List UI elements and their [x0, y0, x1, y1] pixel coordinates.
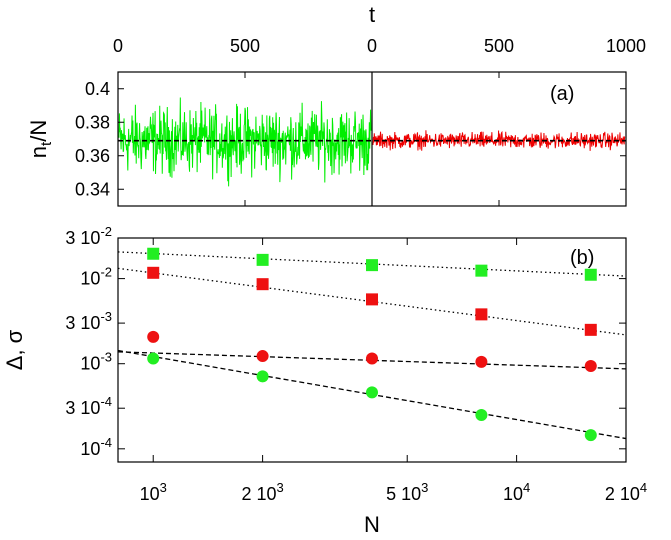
b-point-square [147, 247, 160, 260]
b-point-circle [584, 429, 597, 442]
a-ylabel-tail: /N [26, 120, 51, 142]
a-ticks: 0.4 0.38 0.36 0.34 0 500 0 500 1000 [75, 36, 646, 206]
a-top-axis-label: t [369, 2, 375, 27]
a-series-line-red [372, 130, 626, 151]
b-fit-line-0 [117, 251, 627, 277]
a-y-axis-label: nt/N [26, 120, 55, 158]
b-plot-frame [117, 237, 627, 463]
b-point-square [584, 268, 597, 281]
b-point-square [584, 323, 597, 336]
b-fit-line-2 [117, 351, 627, 370]
panel-b: 103 2 103 5 103 104 2 104 3 10-2 10-2 3 10-3 10-… [2, 224, 647, 537]
b-x-tick-label: 2 103 [241, 480, 283, 504]
b-y-tick-label: 3 10-3 [65, 309, 112, 333]
b-point-circle [147, 330, 160, 343]
a-y-tick-label: 0.38 [75, 112, 110, 132]
b-x-tick-label: 5 103 [386, 480, 428, 504]
b-x-tick-label: 103 [140, 480, 167, 504]
b-x-axis-label: N [364, 512, 380, 537]
b-point-circle [366, 352, 378, 365]
b-point-circle [366, 386, 378, 399]
a-series-line-green [118, 97, 372, 187]
b-y-tick-label: 10-3 [80, 350, 112, 374]
b-point-square [147, 266, 160, 279]
b-point-square [256, 253, 269, 266]
a-y-tick-label: 0.36 [75, 146, 110, 166]
b-x-tick-label: 104 [503, 480, 530, 504]
b-point-circle [475, 355, 488, 368]
b-data-points [147, 247, 597, 442]
b-y-tick-label: 3 10-4 [65, 394, 112, 418]
a-y-tick-label: 0.4 [85, 79, 110, 99]
b-panel-label: (b) [570, 247, 594, 269]
b-point-circle [256, 370, 269, 383]
panel-a: 0.40.380.360.340 500 0 500 1000 (a) t nt/N [26, 2, 646, 207]
b-point-square [256, 278, 269, 291]
b-ticks: 103 2 103 5 103 104 2 104 3 10-2 10-2 3 10-3 10-… [65, 224, 647, 504]
a-y-tick-label: 0.34 [75, 179, 110, 199]
a-top-tick-label: 0 [113, 36, 123, 56]
b-y-axis-label: Δ, σ [2, 329, 27, 370]
a-top-tick-label: 500 [484, 36, 514, 56]
b-point-square [366, 293, 378, 306]
a-top-tick-label: 1000 [606, 36, 646, 56]
b-point-square [475, 308, 488, 321]
b-point-circle [256, 350, 269, 363]
a-panel-label: (a) [550, 83, 574, 105]
b-x-tick-label: 2 104 [605, 480, 647, 504]
a-top-tick-label: 500 [230, 36, 260, 56]
a-ylabel-sub: t [38, 141, 55, 146]
b-point-circle [147, 352, 160, 365]
b-point-circle [584, 359, 597, 372]
a-series-group [118, 97, 626, 187]
b-y-tick-label: 10-2 [80, 265, 112, 289]
a-top-tick-label: 0 [367, 36, 377, 56]
b-y-tick-label: 3 10-2 [65, 224, 112, 248]
a-ylabel-main: n [26, 146, 51, 158]
b-point-square [366, 259, 378, 272]
b-point-square [475, 264, 488, 277]
b-y-tick-label: 10-4 [80, 435, 112, 459]
b-point-circle [475, 408, 488, 421]
b-fit-lines [117, 251, 627, 440]
